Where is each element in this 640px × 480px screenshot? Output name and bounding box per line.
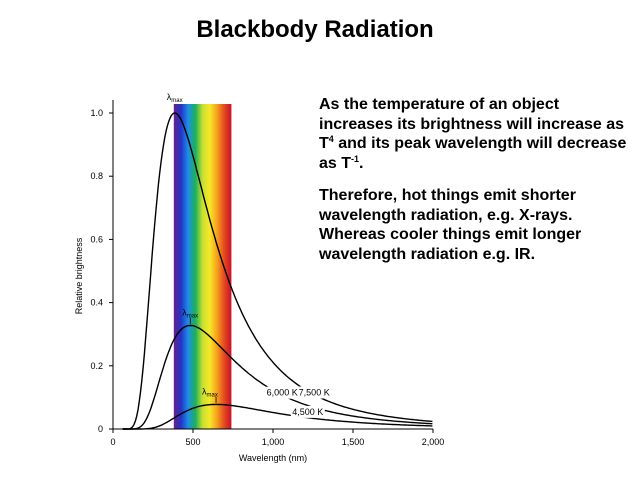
curve-7500k xyxy=(122,112,433,430)
x-tick-label: 0 xyxy=(110,437,115,447)
visible-spectrum-band xyxy=(173,104,232,429)
lambda-max-label-7500k: λmax xyxy=(167,92,183,104)
x-axis-title: Wavelength (nm) xyxy=(239,453,307,463)
y-tick-label: 0.8 xyxy=(90,171,103,181)
exponent-minus-1: -1 xyxy=(351,153,360,164)
series-label-7500k: 7,500 K xyxy=(299,388,330,398)
y-tick-label: 1.0 xyxy=(90,108,103,118)
lambda-max-label-6000k: λmax xyxy=(182,308,198,320)
series-label-4500k: 4,500 K xyxy=(292,407,323,417)
lambda-max-label-4500k: λmax xyxy=(202,387,218,399)
paragraph-1-part-1: As the temperature of an object increase… xyxy=(319,96,625,152)
lambda-symbol: λ xyxy=(182,308,187,318)
x-tick-label: 1,500 xyxy=(342,437,365,447)
paragraph-temperature: As the temperature of an object increase… xyxy=(319,95,629,173)
exponent-4: 4 xyxy=(328,134,334,144)
paragraph-conclusion: Therefore, hot things emit shorter wavel… xyxy=(319,187,582,263)
series-label-6000k: 6,000 K xyxy=(267,388,298,398)
paragraph-1-part-2: and its peak wavelength will decrease as… xyxy=(319,135,627,172)
lambda-symbol: λ xyxy=(202,387,207,397)
y-tick-label: 0.4 xyxy=(90,298,103,308)
series-label-bg xyxy=(290,405,325,418)
x-tick-label: 500 xyxy=(185,437,200,447)
curve-4500k xyxy=(122,403,433,430)
slide-title: Blackbody Radiation xyxy=(196,16,434,43)
lambda-subscript: max xyxy=(207,393,218,399)
series-label-bg xyxy=(265,386,300,399)
lambda-subscript: max xyxy=(187,314,198,320)
x-tick-label: 1,000 xyxy=(262,437,285,447)
lambda-symbol: λ xyxy=(167,92,172,102)
y-axis-title: Relative brightness xyxy=(74,237,84,314)
series-label-bg xyxy=(297,386,332,399)
y-tick-label: 0.2 xyxy=(90,361,103,371)
explanation-text: As the temperature of an object increase… xyxy=(319,95,629,277)
y-tick-label: 0.6 xyxy=(90,234,103,244)
y-tick-label: 0 xyxy=(98,424,103,434)
lambda-subscript: max xyxy=(171,98,182,104)
x-tick-label: 2,000 xyxy=(422,437,445,447)
paragraph-1-part-3: . xyxy=(359,154,364,172)
